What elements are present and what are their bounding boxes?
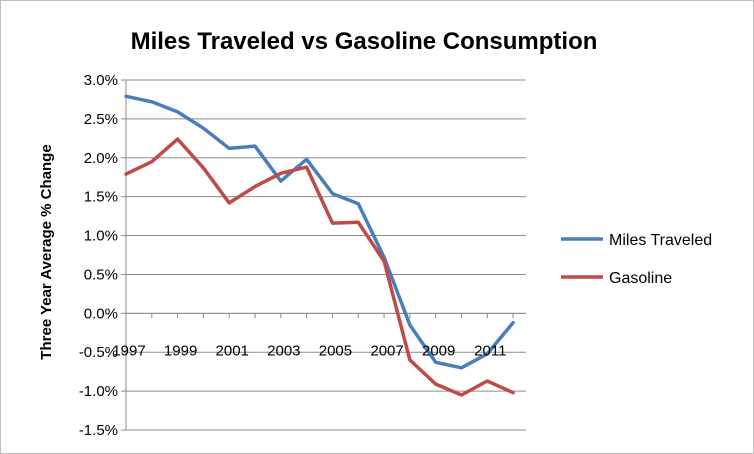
legend: Miles Traveled Gasoline bbox=[561, 232, 712, 287]
y-tick-label: 3.0% bbox=[84, 72, 118, 89]
y-tick-label: 2.0% bbox=[84, 150, 118, 167]
legend-label: Miles Traveled bbox=[609, 232, 712, 249]
y-tick-label: 0.5% bbox=[84, 266, 118, 283]
series-line-gasoline bbox=[124, 137, 515, 397]
y-tick-label: -0.5% bbox=[79, 344, 118, 361]
x-tick-label: 2009 bbox=[422, 342, 455, 359]
legend-label: Gasoline bbox=[609, 270, 672, 287]
y-tick-label: 0.0% bbox=[84, 305, 118, 322]
x-tick-labels: 1997 1999 2001 2003 2005 2007 2009 2011 bbox=[112, 342, 506, 359]
y-tick-label: 1.5% bbox=[84, 189, 118, 206]
x-tick-label: 1997 bbox=[112, 342, 145, 359]
y-tick-label: -1.5% bbox=[79, 422, 118, 439]
y-tick-labels: 3.0% 2.5% 2.0% 1.5% 1.0% 0.5% 0.0% -0.5% -1.0% -1… bbox=[79, 72, 118, 439]
x-tick-label: 2007 bbox=[370, 342, 403, 359]
grid-layer bbox=[126, 79, 526, 431]
y-tick-label: -1.0% bbox=[79, 383, 118, 400]
chart-title: Miles Traveled vs Gasoline Consumption bbox=[131, 28, 598, 55]
x-tick-label: 2005 bbox=[319, 342, 352, 359]
x-tick-label: 2011 bbox=[474, 342, 506, 359]
axis-layer bbox=[121, 79, 526, 431]
x-tick-label: 2003 bbox=[267, 342, 300, 359]
series-line-miles-traveled bbox=[124, 94, 515, 370]
x-tick-label: 1999 bbox=[164, 342, 197, 359]
series-layer bbox=[124, 94, 515, 397]
x-tick-label: 2001 bbox=[216, 342, 249, 359]
y-tick-label: 2.5% bbox=[84, 111, 118, 128]
y-axis-label: Three Year Average % Change bbox=[38, 144, 55, 359]
y-tick-label: 1.0% bbox=[84, 228, 118, 245]
